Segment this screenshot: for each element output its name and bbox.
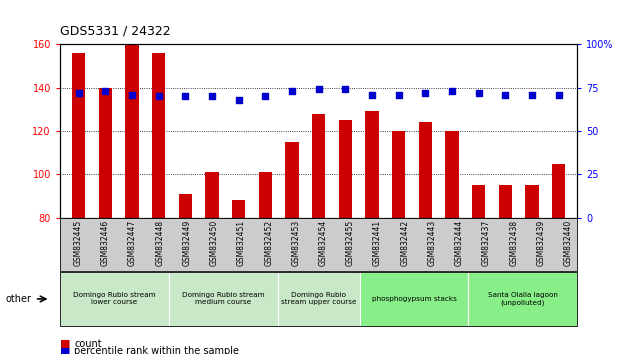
Bar xyxy=(526,185,539,354)
Bar xyxy=(312,114,326,354)
Text: other: other xyxy=(5,294,31,304)
Point xyxy=(260,93,270,99)
Point xyxy=(207,93,217,99)
Text: GSM832440: GSM832440 xyxy=(563,219,573,266)
Text: GSM832453: GSM832453 xyxy=(292,219,300,266)
Text: GSM832441: GSM832441 xyxy=(373,219,382,266)
Text: GSM832443: GSM832443 xyxy=(428,219,437,266)
Bar xyxy=(285,142,298,354)
Bar xyxy=(392,131,405,354)
Bar xyxy=(98,88,112,354)
Text: GSM832450: GSM832450 xyxy=(209,219,219,266)
Point xyxy=(553,92,563,97)
Bar xyxy=(445,131,459,354)
Bar xyxy=(232,200,245,354)
Point xyxy=(420,90,430,96)
Text: GSM832439: GSM832439 xyxy=(536,219,546,266)
Point xyxy=(127,92,137,97)
Text: GSM832438: GSM832438 xyxy=(509,219,518,266)
Text: GSM832448: GSM832448 xyxy=(155,219,164,266)
Point xyxy=(314,86,324,92)
Bar xyxy=(419,122,432,354)
Point xyxy=(100,88,110,94)
Point xyxy=(367,92,377,97)
Bar xyxy=(552,164,565,354)
Point xyxy=(74,90,84,96)
Text: GSM832446: GSM832446 xyxy=(101,219,110,266)
Point xyxy=(394,92,404,97)
Text: percentile rank within the sample: percentile rank within the sample xyxy=(74,346,239,354)
Bar xyxy=(179,194,192,354)
Text: Santa Olalla lagoon
(unpolluted): Santa Olalla lagoon (unpolluted) xyxy=(488,292,558,306)
Text: GDS5331 / 24322: GDS5331 / 24322 xyxy=(60,24,170,37)
Text: phosphogypsum stacks: phosphogypsum stacks xyxy=(372,296,456,302)
Text: Domingo Rubio stream
medium course: Domingo Rubio stream medium course xyxy=(182,292,264,306)
Bar xyxy=(126,44,139,354)
Text: GSM832442: GSM832442 xyxy=(400,219,410,266)
Text: GSM832454: GSM832454 xyxy=(319,219,327,266)
Point xyxy=(500,92,510,97)
Text: ■: ■ xyxy=(60,346,71,354)
Point xyxy=(153,93,163,99)
Point xyxy=(474,90,484,96)
Bar xyxy=(365,112,379,354)
Text: GSM832452: GSM832452 xyxy=(264,219,273,266)
Bar xyxy=(152,53,165,354)
Text: GSM832455: GSM832455 xyxy=(346,219,355,266)
Point xyxy=(447,88,457,94)
Point xyxy=(180,93,191,99)
Bar xyxy=(472,185,485,354)
Text: GSM832444: GSM832444 xyxy=(455,219,464,266)
Text: GSM832447: GSM832447 xyxy=(128,219,137,266)
Bar xyxy=(498,185,512,354)
Point xyxy=(233,97,244,103)
Text: Domingo Rubio
stream upper course: Domingo Rubio stream upper course xyxy=(281,292,357,306)
Bar xyxy=(339,120,352,354)
Text: ■: ■ xyxy=(60,339,71,349)
Text: GSM832445: GSM832445 xyxy=(74,219,83,266)
Text: GSM832451: GSM832451 xyxy=(237,219,246,266)
Point xyxy=(527,92,537,97)
Text: GSM832437: GSM832437 xyxy=(482,219,491,266)
Bar xyxy=(72,53,85,354)
Bar xyxy=(259,172,272,354)
Point xyxy=(287,88,297,94)
Text: GSM832449: GSM832449 xyxy=(182,219,191,266)
Point xyxy=(340,86,350,92)
Text: Domingo Rubio stream
lower course: Domingo Rubio stream lower course xyxy=(73,292,156,306)
Text: count: count xyxy=(74,339,102,349)
Bar xyxy=(205,172,218,354)
